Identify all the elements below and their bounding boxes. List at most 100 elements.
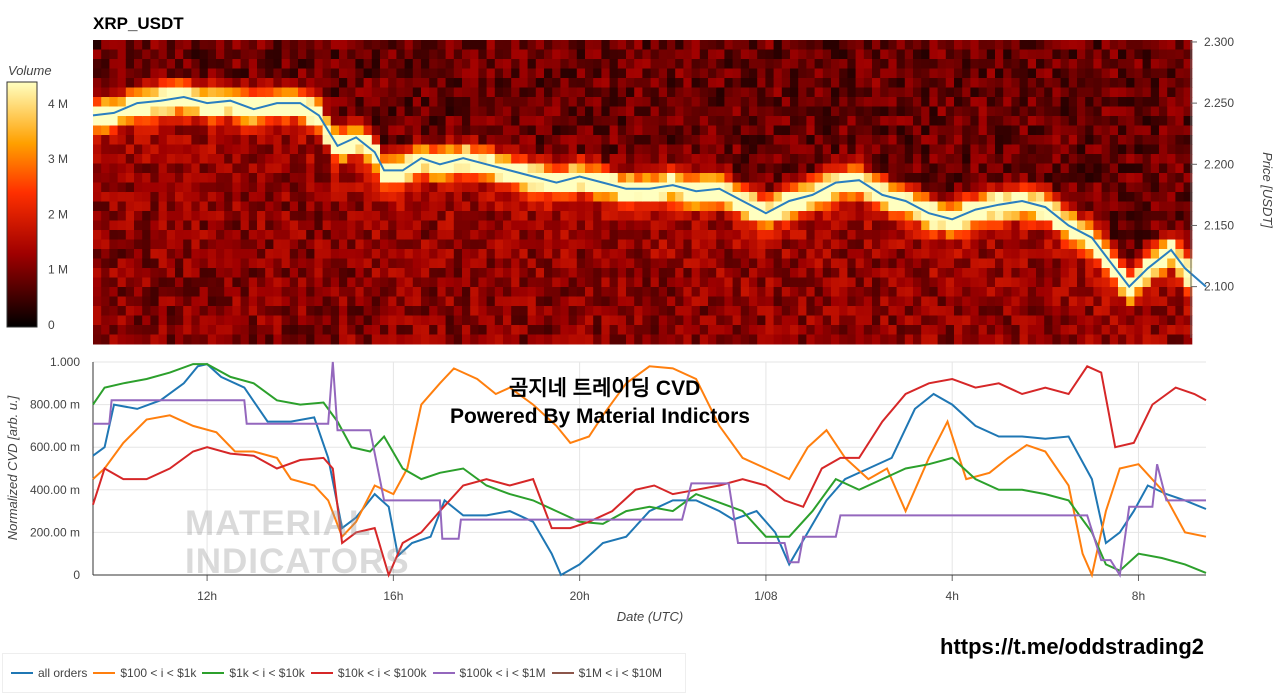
heatmap-cell [1044,154,1053,164]
heatmap-cell [806,173,816,183]
heatmap-cell [544,258,553,269]
heatmap-cell [371,296,381,307]
heatmap-cell [216,49,225,60]
heatmap-cell [667,325,676,335]
heatmap-cell [412,239,422,250]
heatmap-cell [847,325,857,335]
heatmap-cell [429,258,438,269]
heatmap-cell [863,40,873,50]
heatmap-cell [585,49,594,60]
heatmap-cell [880,287,889,297]
heatmap-cell [281,125,291,136]
heatmap-cell [970,135,980,145]
heatmap-cell [1077,97,1086,107]
heatmap-cell [134,258,143,269]
telegram-link[interactable]: https://t.me/oddstrading2 [940,634,1204,659]
heatmap-cell [847,315,857,326]
heatmap-cell [732,325,742,335]
legend-item[interactable]: $100k < i < $1M [432,666,546,680]
heatmap-cell [954,163,963,174]
heatmap-cell [175,315,184,326]
legend-item[interactable]: $10k < i < $100k [310,666,427,680]
heatmap-cell [363,334,373,345]
heatmap-cell [527,125,537,136]
heatmap-cell [1068,201,1078,212]
heatmap-cell [1011,334,1021,345]
heatmap-cell [716,125,725,136]
heatmap-cell [216,277,225,288]
heatmap-cell [863,116,873,126]
heatmap-cell [527,249,537,259]
heatmap-cell [109,163,119,174]
heatmap-cell [339,306,348,316]
heatmap-cell [1085,182,1094,193]
heatmap-cell [954,287,963,297]
heatmap-cell [888,154,898,164]
heatmap-cell [880,97,889,107]
heatmap-cell [839,59,848,69]
heatmap-cell [749,268,758,278]
heatmap-cell [568,258,578,269]
heatmap-cell [183,220,192,231]
heatmap-cell [937,201,947,212]
legend-item[interactable]: $100 < i < $1k [93,666,196,680]
heatmap-cell [765,211,775,221]
heatmap-cell [691,277,701,288]
heatmap-cell [765,78,775,88]
heatmap-cell [478,315,488,326]
heatmap-cell [634,49,643,60]
heatmap-cell [888,268,898,278]
heatmap-cell [142,192,151,202]
heatmap-cell [519,315,529,326]
heatmap-cell [601,97,611,107]
heatmap-cell [232,173,242,183]
heatmap-cell [1150,220,1160,231]
heatmap-cell [1003,135,1012,145]
heatmap-cell [1142,87,1152,98]
legend-item[interactable]: $1M < i < $10M [551,666,662,680]
heatmap-cell [527,201,537,212]
heatmap-cell [814,258,824,269]
heatmap-cell [388,125,397,136]
heatmap-cell [568,125,578,136]
heatmap-cell [855,315,865,326]
heatmap-cell [191,106,201,117]
heatmap-cell [429,249,438,259]
heatmap-cell [1093,325,1103,335]
heatmap-cell [289,296,299,307]
legend-item[interactable]: all orders [11,666,87,680]
heatmap-cell [117,135,127,145]
heatmap-cell [412,277,422,288]
heatmap-cell [347,192,356,202]
heatmap-cell [634,296,643,307]
heatmap-cell [453,125,463,136]
heatmap-cell [732,315,742,326]
heatmap-cell [822,116,832,126]
legend-item[interactable]: $1k < i < $10k [202,666,305,680]
heatmap-cell [617,315,627,326]
heatmap-cell [683,268,693,278]
heatmap-cell [437,277,447,288]
heatmap-cell [1052,325,1062,335]
heatmap-cell [781,211,791,221]
heatmap-cell [355,106,365,117]
heatmap-cell [658,135,668,145]
heatmap-cell [404,230,414,240]
heatmap-cell [298,49,307,60]
heatmap-cell [437,78,447,88]
heatmap-cell [289,306,299,316]
heatmap-cell [970,116,980,126]
heatmap-cell [527,258,537,269]
heatmap-cell [1150,230,1160,240]
heatmap-cell [216,59,225,69]
heatmap-cell [1150,125,1160,136]
heatmap-cell [101,125,110,136]
heatmap-cell [781,68,791,79]
heatmap-cell [724,87,734,98]
heatmap-cell [601,315,611,326]
heatmap-cell [1126,182,1135,193]
heatmap-cell [306,325,315,335]
heatmap-cell [322,144,332,155]
heatmap-cell [814,315,824,326]
heatmap-cell [806,268,816,278]
